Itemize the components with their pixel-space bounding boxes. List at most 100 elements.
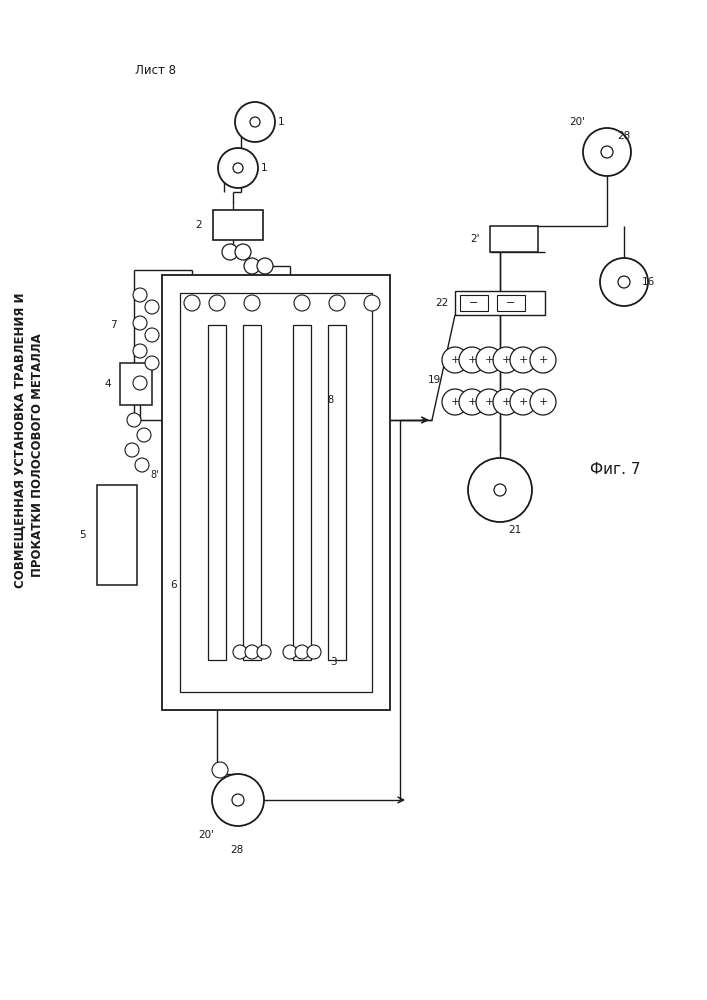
Circle shape: [212, 774, 264, 826]
Circle shape: [245, 645, 259, 659]
Circle shape: [494, 484, 506, 496]
Circle shape: [459, 389, 485, 415]
Text: −: −: [506, 298, 515, 308]
Circle shape: [235, 244, 251, 260]
Circle shape: [145, 300, 159, 314]
Text: +: +: [484, 397, 493, 407]
Text: 22: 22: [435, 298, 448, 308]
Text: +: +: [467, 355, 477, 365]
Text: 3: 3: [330, 657, 337, 667]
Circle shape: [133, 344, 147, 358]
Bar: [97, 485, 137, 585]
Text: Лист 8: Лист 8: [135, 64, 176, 77]
Circle shape: [222, 244, 238, 260]
Circle shape: [493, 389, 519, 415]
Circle shape: [364, 295, 380, 311]
Circle shape: [459, 347, 485, 373]
Text: 6: 6: [170, 580, 177, 590]
Circle shape: [476, 389, 502, 415]
Circle shape: [209, 295, 225, 311]
Circle shape: [133, 376, 147, 390]
Text: СОВМЕЩЕННАЯ УСТАНОВКА ТРАВЛЕНИЯ И: СОВМЕЩЕННАЯ УСТАНОВКА ТРАВЛЕНИЯ И: [13, 292, 26, 588]
Bar: [120, 363, 152, 405]
Circle shape: [283, 645, 297, 659]
Circle shape: [294, 295, 310, 311]
Text: −: −: [469, 298, 479, 308]
Text: 4: 4: [104, 379, 110, 389]
Text: +: +: [484, 355, 493, 365]
Bar: [293, 325, 311, 660]
Circle shape: [137, 428, 151, 442]
Text: 21: 21: [508, 525, 521, 535]
Circle shape: [244, 295, 260, 311]
Text: 1: 1: [261, 163, 268, 173]
Circle shape: [235, 102, 275, 142]
Text: 8: 8: [327, 395, 333, 405]
Circle shape: [493, 347, 519, 373]
Bar: [180, 293, 372, 692]
Text: +: +: [467, 397, 477, 407]
Circle shape: [125, 443, 139, 457]
Circle shape: [476, 347, 502, 373]
Text: 20': 20': [569, 117, 585, 127]
Text: ПРОКАТКИ ПОЛОСОВОГО МЕТАЛЛА: ПРОКАТКИ ПОЛОСОВОГО МЕТАЛЛА: [32, 333, 45, 577]
Circle shape: [145, 356, 159, 370]
Circle shape: [468, 458, 532, 522]
Circle shape: [442, 347, 468, 373]
Circle shape: [145, 328, 159, 342]
Text: +: +: [518, 397, 527, 407]
Text: 2': 2': [470, 234, 479, 244]
Circle shape: [618, 276, 630, 288]
Circle shape: [184, 295, 200, 311]
Bar: [455, 291, 545, 315]
Text: +: +: [538, 397, 548, 407]
Text: 28: 28: [617, 131, 630, 141]
Text: 19: 19: [428, 375, 441, 385]
Text: 1: 1: [278, 117, 285, 127]
Bar: [213, 210, 263, 240]
Circle shape: [127, 413, 141, 427]
Circle shape: [307, 645, 321, 659]
Circle shape: [212, 762, 228, 778]
Text: Фиг. 7: Фиг. 7: [590, 462, 641, 478]
Circle shape: [133, 288, 147, 302]
Circle shape: [329, 295, 345, 311]
Text: 20': 20': [198, 830, 214, 840]
Text: 28: 28: [230, 845, 243, 855]
Text: 8': 8': [150, 470, 158, 480]
Circle shape: [601, 146, 613, 158]
Text: +: +: [538, 355, 548, 365]
Bar: [497, 295, 525, 311]
Circle shape: [133, 316, 147, 330]
Circle shape: [218, 148, 258, 188]
Circle shape: [442, 389, 468, 415]
Circle shape: [600, 258, 648, 306]
Text: +: +: [450, 397, 460, 407]
Circle shape: [295, 645, 309, 659]
Text: +: +: [501, 355, 510, 365]
Bar: [460, 295, 488, 311]
Text: 5: 5: [79, 530, 86, 540]
Circle shape: [233, 163, 243, 173]
Circle shape: [233, 645, 247, 659]
Text: 16: 16: [642, 277, 655, 287]
Bar: [243, 325, 261, 660]
Text: 7: 7: [110, 320, 117, 330]
Text: +: +: [450, 355, 460, 365]
Text: +: +: [518, 355, 527, 365]
Circle shape: [135, 458, 149, 472]
Circle shape: [510, 389, 536, 415]
Circle shape: [530, 347, 556, 373]
Circle shape: [510, 347, 536, 373]
Circle shape: [250, 117, 260, 127]
Bar: [490, 226, 538, 252]
Bar: [328, 325, 346, 660]
Bar: [162, 275, 390, 710]
Circle shape: [530, 389, 556, 415]
Circle shape: [583, 128, 631, 176]
Circle shape: [232, 794, 244, 806]
Circle shape: [257, 258, 273, 274]
Circle shape: [257, 645, 271, 659]
Text: 2: 2: [195, 220, 201, 230]
Text: +: +: [501, 397, 510, 407]
